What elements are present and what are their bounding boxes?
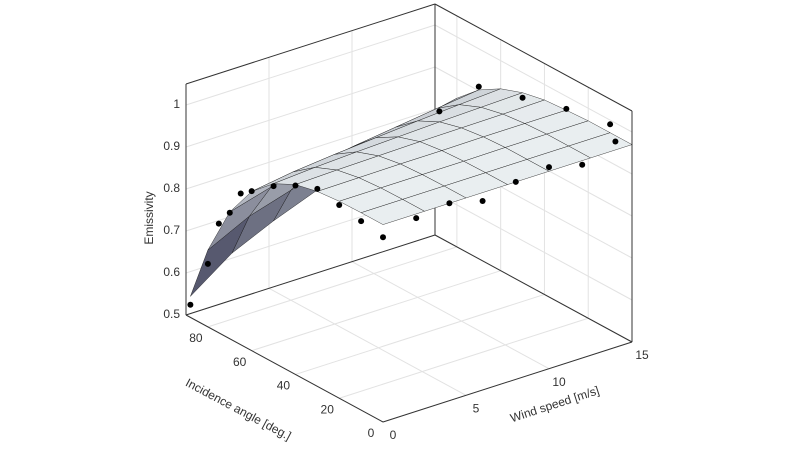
grid-line xyxy=(351,261,550,370)
data-point xyxy=(380,234,386,241)
data-point xyxy=(519,94,526,101)
data-point xyxy=(358,218,365,225)
x-tick-label: 10 xyxy=(552,375,566,389)
y-tick-label: 20 xyxy=(321,402,335,416)
data-point xyxy=(607,121,614,128)
grid-line xyxy=(295,293,545,375)
data-point xyxy=(215,220,222,227)
grid-line xyxy=(185,24,436,106)
data-point xyxy=(248,188,255,195)
grid-line xyxy=(251,270,501,352)
x-tick-label: 0 xyxy=(390,428,397,442)
z-tick-label: 1 xyxy=(173,97,180,111)
grid-line xyxy=(339,317,589,399)
z-tick-label: 0.7 xyxy=(163,223,180,237)
grid-line xyxy=(207,246,458,328)
data-point xyxy=(436,108,443,115)
data-point xyxy=(270,183,277,190)
data-point xyxy=(336,202,343,209)
data-point xyxy=(479,198,486,204)
axis-line xyxy=(185,314,384,423)
data-point xyxy=(292,182,299,189)
z-tick-label: 0.8 xyxy=(163,181,180,195)
surface-patch xyxy=(360,199,426,225)
surface-patch xyxy=(190,215,250,297)
data-point xyxy=(226,209,233,216)
z-axis-label: Emissivity xyxy=(142,191,156,244)
y-tick-label: 80 xyxy=(189,331,203,345)
data-point xyxy=(204,260,211,267)
surface xyxy=(190,88,633,297)
data-point xyxy=(612,138,619,145)
z-tick-label: 0.5 xyxy=(163,307,180,321)
labels: 0 5 10 15 0 20 40 60 80 0.5 0.6 0.7 0.8 0.9 1 xyxy=(163,97,649,442)
data-point xyxy=(187,301,194,308)
axis-line xyxy=(185,234,436,316)
axis-line xyxy=(434,234,633,343)
y-tick-label: 60 xyxy=(233,355,247,369)
data-point xyxy=(563,105,570,112)
points xyxy=(187,83,619,308)
data-point xyxy=(475,83,482,90)
data-point xyxy=(413,215,420,222)
grid-line xyxy=(434,192,633,301)
axis-line xyxy=(185,3,436,85)
axis-line xyxy=(382,341,633,423)
data-point xyxy=(314,185,321,192)
x-tick-label: 5 xyxy=(473,402,480,416)
y-tick-label: 0 xyxy=(368,426,375,440)
data-point xyxy=(579,161,586,168)
grid-line xyxy=(185,108,436,190)
data-point xyxy=(546,164,552,171)
x-axis-label: Wind speed [m/s] xyxy=(508,383,600,425)
y-tick-label: 40 xyxy=(277,379,291,393)
z-tick-label: 0.6 xyxy=(163,265,180,279)
data-point xyxy=(512,178,519,185)
data-point xyxy=(237,190,244,197)
z-tick-label: 0.9 xyxy=(163,139,180,153)
grid-line xyxy=(434,24,633,133)
grid-line xyxy=(185,66,436,148)
x-tick-label: 15 xyxy=(635,348,649,362)
grid-line xyxy=(268,287,467,396)
axis-line xyxy=(434,3,633,112)
data-point xyxy=(446,200,453,207)
